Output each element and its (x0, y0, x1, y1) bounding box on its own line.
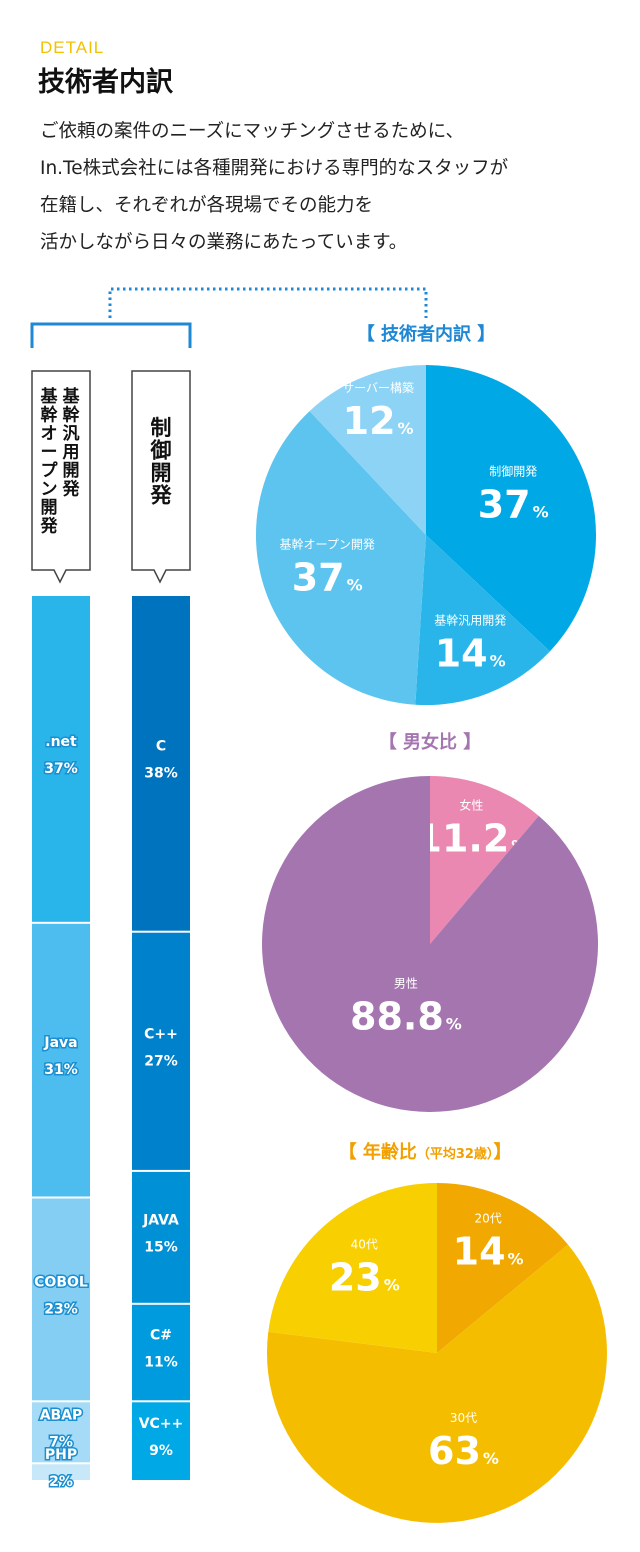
left-stack-category-label: COBOL (34, 1274, 88, 1290)
engineers-pie-slice-name: サーバー構築 (342, 380, 414, 395)
engineers-pie-slice-name: 基幹汎用開発 (434, 613, 506, 628)
callout-right (131, 370, 191, 584)
left-stack-segment (32, 1402, 90, 1463)
right-stack-value-label: 38% (144, 765, 178, 781)
right-stack-value-label: 11% (144, 1355, 178, 1371)
pie-title-gender: 【 男女比 】 (379, 731, 482, 753)
engineers-pie-slice-value: 14% (435, 632, 506, 676)
left-stack-value-label: 7% (49, 1434, 73, 1450)
age-pie-slice-value: 14% (453, 1229, 524, 1273)
callout-left (31, 370, 91, 584)
engineers-pie-slice-name: 制御開発 (489, 463, 537, 478)
right-stack-category-label: VC++ (139, 1416, 184, 1432)
right-stack-segment (132, 1402, 190, 1480)
engineers-pie-slice (255, 411, 426, 705)
engineers-pie-slice-value: 37% (292, 556, 363, 600)
intro-line: ご依頼の案件のニーズにマッチングさせるために、 (40, 121, 465, 142)
left-stack-segment (32, 1464, 90, 1480)
left-stack-value-label: 37% (44, 761, 78, 777)
engineers-pie-slice (415, 535, 550, 706)
left-stack-category-label: .net (45, 734, 77, 750)
pie-title-age: 【 年齢比（平均32歳）】 (339, 1141, 512, 1163)
intro-text: ご依頼の案件のニーズにマッチングさせるために、 In.Te株式会社には各種開発に… (40, 113, 630, 261)
intro-line: 在籍し、それぞれが各現場でその能力を (40, 195, 374, 216)
right-stack-segment (132, 932, 190, 1170)
left-stack-segment (32, 596, 90, 922)
gender-pie-slice (430, 776, 539, 944)
right-stack-segment (132, 1171, 190, 1303)
engineers-pie-slice-value: 12% (343, 399, 414, 443)
gender-pie-slice-value: 88.8% (350, 995, 462, 1039)
vertical-label-line: 基幹オープン開発 (40, 386, 59, 537)
right-stack-segment (132, 1304, 190, 1401)
gender-pie-slice (262, 776, 599, 1112)
group-bracket (30, 322, 192, 348)
page-title: 技術者内訳 (38, 67, 173, 98)
age-pie-slice-name: 20代 (474, 1211, 501, 1225)
gender-pie-slice-value: 11.2% (416, 816, 528, 860)
left-stack-value-label: 31% (44, 1062, 78, 1078)
engineers-pie-slice (426, 365, 597, 652)
right-stack-category-label: C# (150, 1328, 172, 1344)
intro-line: 活かしながら日々の業務にあたっています。 (40, 232, 408, 253)
age-pie-slice (437, 1183, 568, 1353)
gender-pie-slice-name: 男性 (394, 977, 418, 991)
right-stack-category-label: C++ (144, 1026, 178, 1042)
vertical-label-line: 基幹汎用開発 (62, 386, 81, 500)
age-pie-slice-name: 30代 (450, 1411, 477, 1425)
engineers-pie-slice-value: 37% (478, 482, 549, 526)
gender-pie-slice-name: 女性 (459, 797, 483, 812)
dotted-connector (108, 287, 428, 318)
right-stack-segment (132, 596, 190, 931)
engineers-pie-slice (309, 365, 426, 535)
engineers-pie-slice-name: 基幹オープン開発 (280, 537, 375, 552)
right-stack-value-label: 15% (144, 1239, 178, 1255)
age-pie-slice (266, 1244, 607, 1523)
left-stack-category-label: ABAP (40, 1407, 83, 1423)
left-stack-category-label: Java (43, 1035, 77, 1051)
intro-line: In.Te株式会社には各種開発における専門的なスタッフが (40, 158, 509, 179)
left-stack-value-label: 23% (44, 1301, 78, 1317)
vertical-label-line: 制御開発 (150, 416, 173, 508)
pie-title-engineers: 【 技術者内訳 】 (357, 323, 496, 345)
left-stack-segment (32, 923, 90, 1197)
left-stack-segment (32, 1198, 90, 1401)
left-stack-category-label: PHP (45, 1447, 77, 1463)
age-pie-slice (268, 1182, 437, 1353)
age-pie-slice-value: 23% (329, 1256, 400, 1300)
age-pie-slice-value: 63% (428, 1429, 499, 1473)
left-stack-value-label: 2% (49, 1474, 73, 1490)
right-stack-category-label: C (156, 738, 166, 754)
right-stack-category-label: JAVA (142, 1212, 179, 1228)
right-stack-value-label: 9% (149, 1443, 173, 1459)
right-stack-value-label: 27% (144, 1053, 178, 1069)
section-label: DETAIL (40, 38, 105, 57)
age-pie-slice-name: 40代 (351, 1238, 378, 1252)
